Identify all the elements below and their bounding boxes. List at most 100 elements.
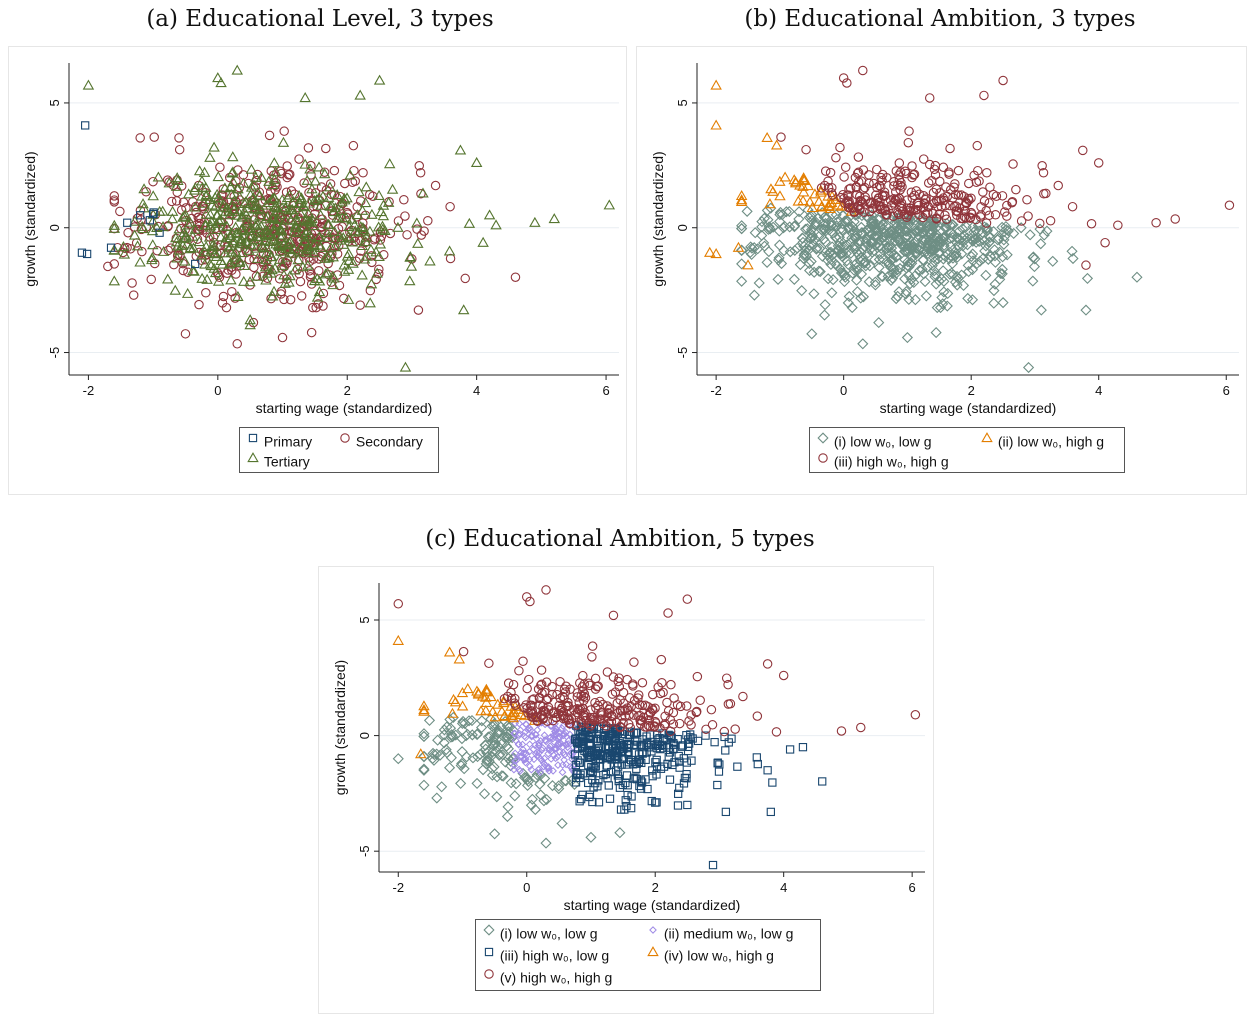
data-point [895,180,906,191]
legend-item-low-w0-high-g: (iv) low w₀, high g [646,945,774,964]
data-point [674,718,685,729]
data-point [244,222,257,234]
data-point [211,209,223,220]
data-point [446,707,459,718]
data-point [601,769,611,779]
data-point [593,746,603,755]
data-point [1100,237,1110,248]
data-point [418,763,430,775]
data-point [916,263,928,275]
data-point [147,190,159,201]
data-point [652,755,661,765]
data-point [736,244,748,256]
data-point [625,693,635,703]
data-point [838,189,848,200]
data-point [842,258,854,271]
data-point [212,72,224,83]
data-point [162,273,174,284]
data-point [249,219,262,231]
data-point [226,199,239,210]
data-point [499,693,510,704]
data-point [882,256,895,269]
data-point [875,204,885,215]
data-point [283,170,294,180]
data-point [607,689,618,699]
data-point [905,203,915,214]
data-point [288,208,301,219]
data-point [962,292,974,305]
data-point [373,189,385,200]
data-point [149,208,158,217]
data-point [485,691,497,702]
data-point [931,184,942,194]
data-point [898,241,910,253]
data-point [273,241,285,252]
data-point [109,191,120,201]
data-point [204,151,216,162]
data-point [217,198,230,209]
data-point [806,328,818,340]
data-point [461,751,473,763]
data-point [108,222,121,233]
data-point [675,763,684,772]
data-point [436,781,448,793]
data-point [166,243,176,253]
data-point [1027,275,1039,287]
data-point [539,759,548,768]
data-point [801,223,813,235]
data-point [210,217,223,228]
data-point [215,162,225,173]
data-point [951,206,961,217]
data-point [857,197,868,208]
data-point [741,205,753,217]
data-point [424,255,436,266]
data-point [209,267,222,278]
data-point [682,594,693,604]
data-point [482,731,494,743]
data-point [794,259,806,271]
data-point [993,246,1006,258]
data-point [838,73,849,83]
data-point [800,249,812,261]
x-tick-label: 2 [968,383,975,398]
data-point [466,729,478,741]
data-point [343,254,355,265]
data-point [270,200,283,211]
data-point [295,208,307,219]
data-point [579,679,589,689]
data-point [152,171,165,182]
data-point [845,183,856,194]
data-point [171,240,184,251]
data-point [321,143,331,154]
data-point [962,259,974,271]
data-point [855,268,868,280]
data-point [909,294,921,306]
data-point [456,746,468,758]
data-point [613,725,622,734]
data-point [411,217,423,228]
data-point [634,700,645,710]
data-point [276,168,287,179]
data-point [590,673,601,684]
data-point [274,240,287,251]
data-point [365,285,376,296]
data-point [367,257,377,268]
axes: -2 0 2 4 6 -5 0 5 starting wage (standardized) gr… [22,63,619,416]
data-point [742,259,754,270]
data-point [618,742,628,752]
data-point [522,683,532,694]
data-point [648,689,658,700]
data-point [818,233,830,245]
data-point [867,236,879,248]
data-point [931,302,943,314]
data-point [360,181,373,192]
data-point [254,209,266,220]
data-point [249,203,261,214]
data-point [924,93,935,103]
data-point [295,276,306,287]
data-point [235,224,247,235]
data-point [721,673,732,683]
data-point [618,748,627,757]
data-point [259,261,272,272]
data-point [340,178,350,189]
